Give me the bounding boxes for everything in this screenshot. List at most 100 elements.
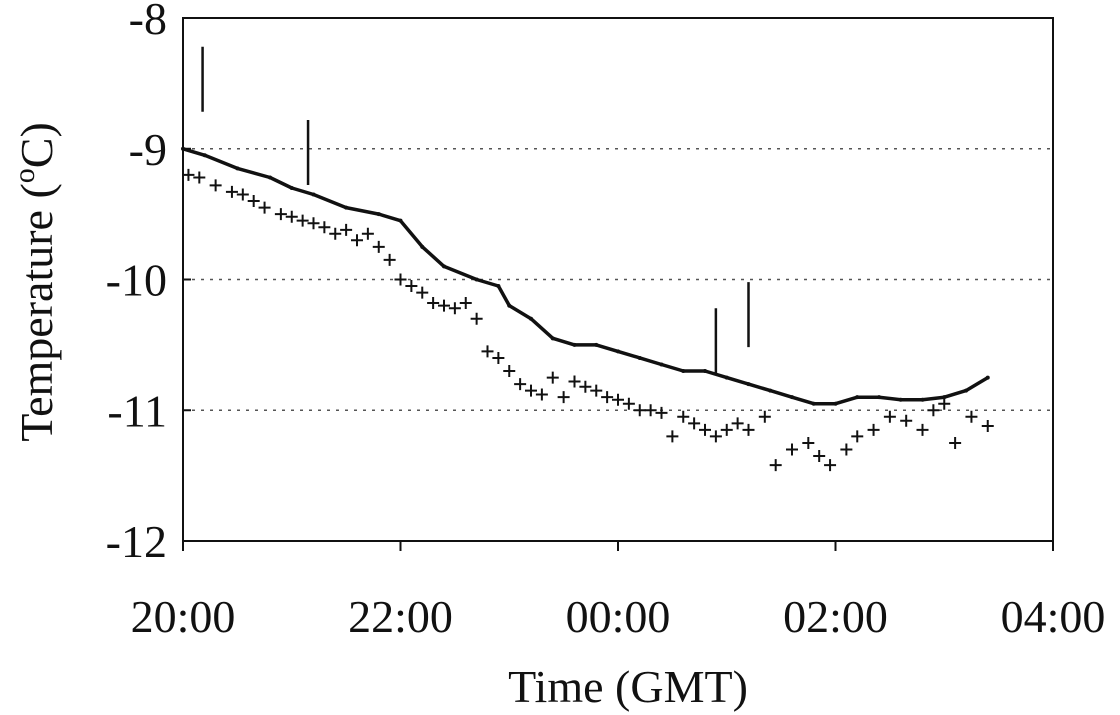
plus-marker <box>883 410 896 423</box>
line-point <box>833 401 838 406</box>
plus-marker <box>949 436 962 449</box>
plus-marker <box>340 223 353 236</box>
plus-marker <box>296 214 309 227</box>
plus-marker <box>981 419 994 432</box>
line-point <box>985 375 990 380</box>
plus-marker <box>557 391 570 404</box>
line-point <box>398 218 403 223</box>
plus-marker <box>361 227 374 240</box>
plus-marker <box>318 221 331 234</box>
plus-marker <box>448 302 461 315</box>
line-point <box>898 397 903 402</box>
line-point <box>202 153 207 158</box>
y-axis-title: Temperature (oC) <box>8 122 62 442</box>
x-tick-label: 00:00 <box>566 591 671 642</box>
line-point <box>681 369 686 374</box>
plus-marker <box>851 430 864 443</box>
plus-marker <box>514 378 527 391</box>
y-tick-label: -11 <box>107 385 167 436</box>
plus-marker <box>840 443 853 456</box>
plus-marker <box>900 414 913 427</box>
plus-marker <box>965 410 978 423</box>
line-point <box>268 175 272 180</box>
plus-marker <box>688 417 701 430</box>
plus-marker <box>927 404 940 417</box>
y-axis-title-degree: o <box>8 168 41 183</box>
plus-marker <box>427 297 440 310</box>
line-point <box>811 401 816 406</box>
plus-marker <box>916 423 929 436</box>
line-point <box>376 212 381 217</box>
line-point <box>311 192 316 197</box>
y-tick-label: -12 <box>106 516 167 567</box>
line-point <box>877 395 881 400</box>
plus-marker <box>579 380 592 393</box>
plus-marker <box>225 185 238 198</box>
line-point <box>637 355 642 360</box>
line-point <box>746 382 751 387</box>
plus-marker <box>492 351 505 364</box>
plus-marker <box>470 312 483 325</box>
plus-marker <box>503 365 516 378</box>
plus-marker <box>601 391 614 404</box>
plus-marker <box>590 384 603 397</box>
plus-marker <box>209 179 222 192</box>
grid-lines <box>183 148 1053 411</box>
plus-marker <box>867 423 880 436</box>
y-tick-label: -8 <box>129 0 167 44</box>
x-axis-title: Time (GMT) <box>508 661 748 712</box>
plus-marker <box>247 195 260 208</box>
plus-marker <box>769 459 782 472</box>
line-point <box>616 349 620 354</box>
line-point <box>344 205 349 210</box>
plus-marker <box>824 459 837 472</box>
line-point <box>768 388 773 393</box>
line-point <box>572 342 577 347</box>
y-axis-title-prefix: Temperature ( <box>11 183 62 442</box>
plus-marker <box>258 201 271 214</box>
plus-marker <box>802 436 815 449</box>
line-point <box>964 388 968 393</box>
plus-marker <box>274 208 287 221</box>
plus-marker <box>709 430 722 443</box>
line-point <box>235 166 240 171</box>
plus-marker <box>351 234 363 247</box>
plus-marker <box>182 168 195 181</box>
y-axis-title-unit: C) <box>11 122 62 168</box>
plus-marker <box>813 450 826 463</box>
line-point <box>724 375 729 380</box>
plus-marker <box>786 443 798 456</box>
plus-marker <box>394 273 407 286</box>
series-line <box>182 147 989 406</box>
plus-marker <box>622 397 635 410</box>
y-tick-label: -9 <box>129 124 167 175</box>
x-tick-label: 02:00 <box>783 591 888 642</box>
line-point <box>474 277 479 282</box>
x-tick-label: 22:00 <box>348 591 453 642</box>
line-point <box>550 336 555 341</box>
y-ticks: -12 -11 -10 -9 -8 <box>106 0 191 567</box>
line-point <box>703 369 707 374</box>
plus-marker <box>742 423 755 436</box>
x-tick-label: 20:00 <box>131 591 236 642</box>
plus-marker <box>459 297 472 310</box>
x-tick-label: 04:00 <box>1001 591 1106 642</box>
plus-marker <box>758 410 771 423</box>
plus-marker <box>285 210 298 223</box>
line-point <box>790 395 794 400</box>
plus-marker <box>655 406 668 419</box>
plus-marker <box>731 417 744 430</box>
plus-marker <box>938 397 951 410</box>
plus-marker <box>633 404 646 417</box>
line-point <box>181 146 185 151</box>
plus-marker <box>535 388 548 401</box>
plus-marker <box>416 286 429 299</box>
plus-marker <box>383 253 396 266</box>
plus-marker <box>677 410 690 423</box>
plus-marker <box>372 240 385 253</box>
plus-marker <box>666 430 679 443</box>
plus-marker <box>193 171 206 184</box>
line-point <box>594 342 599 347</box>
line-point <box>289 185 294 190</box>
